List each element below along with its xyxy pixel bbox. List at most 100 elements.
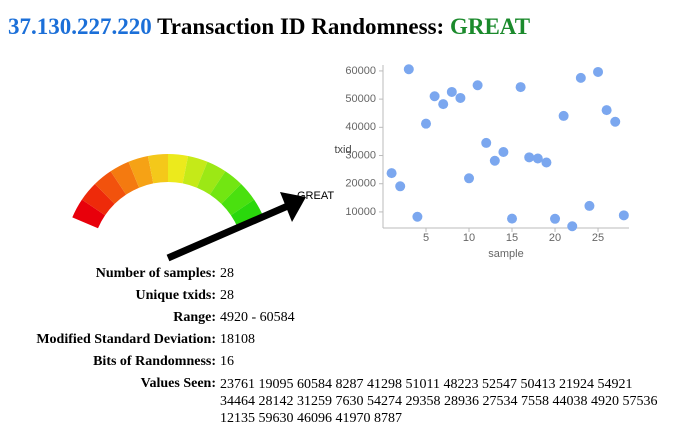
point	[395, 181, 406, 192]
gauge-label: GREAT	[297, 190, 334, 202]
gauge-segment	[182, 156, 208, 188]
gauge-segment	[94, 171, 127, 204]
y-tick-label: 60000	[345, 65, 376, 77]
value-seen: 27534	[482, 394, 518, 409]
value-seen: 48223	[443, 377, 479, 392]
value-seen: 7558	[521, 394, 549, 409]
value-seen: 50413	[520, 377, 556, 392]
values-seen: 23761 19095 60584 8287 41298 51011 48223…	[220, 376, 660, 427]
value-seen: 7630	[335, 394, 364, 409]
stat-label: Unique txids:	[135, 288, 216, 303]
y-tick-label: 30000	[345, 149, 376, 161]
point	[438, 99, 449, 110]
stat-value: 18108	[220, 332, 255, 347]
value-seen: 8787	[374, 411, 402, 426]
value-seen: 54921	[597, 377, 633, 392]
point	[541, 157, 552, 168]
gauge-segment	[168, 154, 189, 184]
point	[412, 211, 423, 222]
point	[558, 110, 569, 121]
value-seen: 28936	[444, 394, 479, 409]
point	[472, 80, 483, 91]
point	[403, 64, 414, 75]
x-axis-label: sample	[488, 248, 523, 260]
point	[532, 153, 543, 164]
point	[429, 91, 440, 102]
y-tick-label: 50000	[345, 93, 376, 105]
point	[455, 92, 466, 103]
point	[584, 200, 595, 211]
gauge-segment	[196, 161, 226, 195]
title: 37.130.227.220 Transaction ID Randomness…	[8, 14, 530, 40]
gauge-segment	[128, 156, 154, 188]
value-seen: 28142	[258, 394, 294, 409]
point	[464, 173, 475, 184]
stat-label: Range:	[173, 310, 216, 325]
stat-value: 28	[220, 266, 234, 281]
value-seen: 12135	[220, 411, 255, 426]
gauge-needle-head	[280, 192, 306, 222]
x-tick-label: 25	[592, 232, 604, 244]
point	[515, 82, 526, 93]
point	[446, 86, 457, 97]
value-seen: 52547	[481, 377, 517, 392]
stat-label: Number of samples:	[95, 266, 216, 281]
gauge-segment	[209, 171, 242, 204]
value-seen: 54274	[367, 394, 402, 409]
value-seen: 60584	[297, 377, 332, 392]
point	[618, 210, 629, 221]
point	[421, 118, 432, 129]
y-tick-label: 10000	[345, 206, 376, 218]
y-tick-label: 40000	[345, 121, 376, 133]
value-seen: 59630	[258, 411, 294, 426]
value-seen: 51011	[405, 377, 440, 392]
value-seen: 57536	[622, 394, 658, 409]
x-tick-label: 15	[506, 232, 518, 244]
verdict: GREAT	[449, 14, 531, 39]
gauge	[72, 154, 264, 229]
value-seen: 4920	[591, 394, 619, 409]
stat-label: Bits of Randomness:	[93, 354, 216, 369]
stat-value: 28	[220, 288, 234, 303]
x-tick-label: 20	[549, 232, 561, 244]
point	[386, 168, 397, 179]
value-seen: 44038	[552, 394, 588, 409]
point	[575, 72, 586, 83]
value-seen: 41970	[335, 411, 371, 426]
point	[498, 146, 509, 157]
point	[489, 155, 500, 166]
gauge-segment	[72, 199, 106, 229]
value-seen: 46096	[297, 411, 332, 426]
value-seen: 8287	[335, 377, 364, 392]
point	[507, 213, 518, 224]
gauge-needle	[166, 201, 292, 262]
stat-label: Values Seen:	[140, 376, 216, 391]
point	[550, 213, 561, 224]
value-seen: 41298	[367, 377, 402, 392]
host: 37.130.227.220	[8, 14, 152, 39]
gauge-segment	[81, 184, 115, 216]
point	[524, 152, 535, 163]
stat-value: 16	[220, 354, 234, 369]
point	[567, 221, 578, 232]
y-tick-label: 20000	[345, 178, 376, 190]
y-axis-label: txid	[334, 144, 351, 156]
value-seen: 29358	[405, 394, 441, 409]
value-seen: 34464	[220, 394, 255, 409]
gauge-segment	[147, 154, 168, 184]
value-seen: 21924	[558, 377, 594, 392]
value-seen: 31259	[297, 394, 332, 409]
point	[481, 137, 492, 148]
title-text: Transaction ID Randomness:	[157, 14, 445, 39]
x-tick-label: 10	[463, 232, 475, 244]
gauge-segment	[110, 161, 140, 195]
stat-value: 4920 - 60584	[220, 310, 295, 325]
value-seen: 23761	[220, 377, 255, 392]
stat-label: Modified Standard Deviation:	[36, 332, 216, 347]
point	[610, 116, 621, 127]
gauge-segment	[221, 184, 255, 216]
point	[593, 66, 604, 77]
point	[601, 105, 612, 116]
